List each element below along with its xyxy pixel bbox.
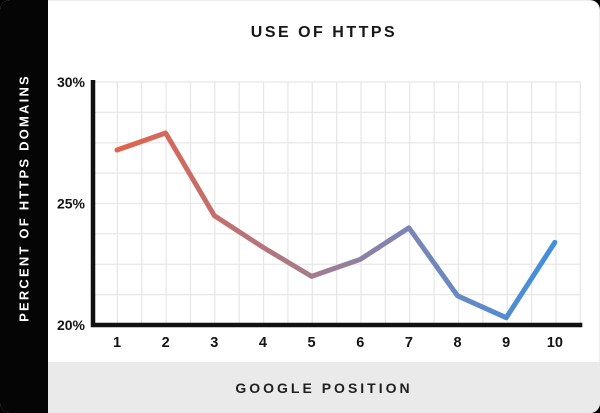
y-tick-label: 25% bbox=[57, 196, 86, 212]
x-tick-label: 8 bbox=[454, 335, 462, 351]
y-tick-label: 30% bbox=[57, 74, 86, 90]
x-axis-label: GOOGLE POSITION bbox=[235, 379, 413, 396]
x-tick-label: 7 bbox=[405, 335, 413, 351]
y-tick-label: 20% bbox=[57, 317, 86, 333]
axes bbox=[90, 80, 583, 328]
x-tick-label: 6 bbox=[356, 335, 364, 351]
x-tick-label: 1 bbox=[113, 335, 121, 351]
chart-title: USE OF HTTPS bbox=[250, 24, 398, 41]
x-tick-label: 2 bbox=[162, 335, 170, 351]
x-tick-label: 3 bbox=[210, 335, 218, 351]
x-axis-label-band: GOOGLE POSITION bbox=[48, 362, 600, 413]
gridlines bbox=[93, 81, 581, 326]
x-tick-label: 4 bbox=[259, 335, 267, 351]
x-tick-label: 5 bbox=[308, 335, 316, 351]
https-trend-line bbox=[114, 130, 558, 321]
x-tick-label: 10 bbox=[547, 335, 563, 351]
x-tick-label: 9 bbox=[502, 335, 510, 351]
y-axis-label-band: PERCENT OF HTTPS DOMAINS bbox=[0, 0, 48, 413]
